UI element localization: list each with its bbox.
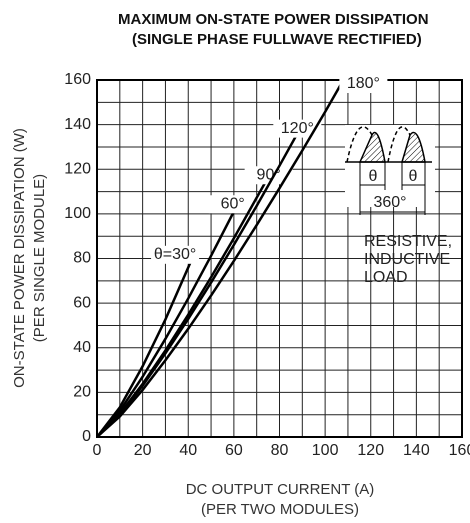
- x-tick-label: 160: [449, 442, 470, 459]
- annotation: LOAD: [364, 269, 408, 286]
- annotation: INDUCTIVE: [364, 251, 450, 268]
- y-axis-label: (PER SINGLE MODULE): [31, 174, 48, 342]
- label-bg: [208, 195, 257, 214]
- inset-waveform: [345, 125, 435, 215]
- x-tick-label: 140: [403, 442, 430, 459]
- y-tick-label: 160: [64, 71, 91, 88]
- x-tick-label: 100: [312, 442, 339, 459]
- series-label: θ=30°: [154, 246, 196, 263]
- x-tick-label: 20: [134, 442, 152, 459]
- y-tick-label: 40: [73, 339, 91, 356]
- line: [96, 197, 242, 438]
- chart-title: MAXIMUM ON-STATE POWER DISSIPATION: [118, 11, 429, 28]
- series-label: 90°: [257, 166, 281, 183]
- x-tick-label: 60: [225, 442, 243, 459]
- annotation: 360°: [373, 194, 406, 211]
- x-tick-label: 40: [179, 442, 197, 459]
- x-tick-label: 80: [271, 442, 289, 459]
- y-tick-label: 60: [73, 294, 91, 311]
- label-bg: [273, 119, 322, 138]
- x-axis-label: (PER TWO MODULES): [201, 501, 359, 518]
- label-bg: [339, 75, 388, 93]
- series-label: 180°: [347, 75, 380, 92]
- chart-title: (SINGLE PHASE FULLWAVE RECTIFIED): [132, 31, 422, 48]
- y-axis-label: ON-STATE POWER DISSIPATION (W): [11, 128, 28, 388]
- x-tick-label: 0: [93, 442, 102, 459]
- x-tick-label: 120: [357, 442, 384, 459]
- label-bg: [244, 166, 293, 185]
- y-tick-label: 20: [73, 384, 91, 401]
- line: [96, 251, 197, 438]
- y-tick-label: 140: [64, 116, 91, 133]
- line: [96, 79, 345, 438]
- label-bg: [151, 245, 200, 264]
- annotation: θ: [409, 168, 418, 185]
- series-label: 120°: [281, 120, 314, 137]
- y-tick-label: 80: [73, 250, 91, 267]
- y-tick-label: 120: [64, 160, 91, 177]
- y-tick-label: 0: [82, 428, 91, 445]
- line: [96, 124, 304, 438]
- annotation: RESISTIVE,: [364, 233, 452, 250]
- series-label: 60°: [221, 195, 245, 212]
- plot-frame: [96, 79, 463, 438]
- annotation: θ: [369, 168, 378, 185]
- x-axis-label: DC OUTPUT CURRENT (A): [186, 481, 375, 498]
- y-tick-label: 100: [64, 205, 91, 222]
